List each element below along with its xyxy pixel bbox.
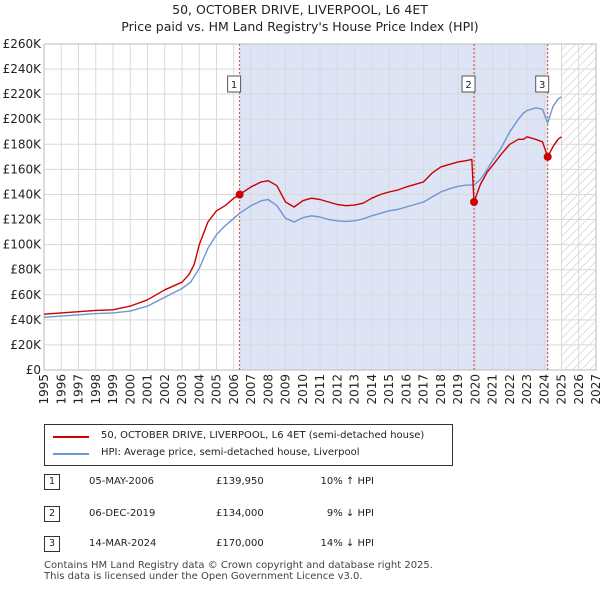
x-tick-label: 2001 [141,374,155,405]
chart-title: 50, OCTOBER DRIVE, LIVERPOOL, L6 4ET [172,2,428,17]
x-tick-label: 2014 [365,374,379,405]
ownership-shade [239,44,548,370]
x-tick-label: 2015 [382,374,396,405]
y-tick-label: £240K [3,62,43,76]
footer-line-copyright: Contains HM Land Registry data © Crown c… [44,560,433,571]
legend-label-hpi: HPI: Average price, semi-detached house,… [101,447,360,458]
y-tick-label: £220K [3,87,43,101]
x-tick-label: 2019 [451,374,465,405]
y-tick-label: £60K [10,288,42,302]
y-tick-label: £260K [3,37,43,51]
sale-number: 1 [44,474,60,490]
sale-point [235,190,244,199]
sale-marker-label: 3 [539,80,545,91]
chart-subtitle: Price paid vs. HM Land Registry's House … [121,19,479,34]
sale-marker-label: 1 [231,80,237,91]
x-tick-label: 2008 [261,374,275,405]
x-tick-label: 2012 [330,374,344,405]
sale-date: 14-MAR-2024 [89,538,157,549]
sale-row: 3 14-MAR-2024 £170,000 14% ↓ HPI [44,536,464,554]
y-tick-label: £0 [26,363,41,377]
sale-number: 3 [44,536,60,552]
sale-row: 2 06-DEC-2019 £134,000 9% ↓ HPI [44,506,464,524]
legend-label-property: 50, OCTOBER DRIVE, LIVERPOOL, L6 4ET (se… [101,430,425,441]
sale-date: 06-DEC-2019 [89,508,156,519]
sale-marker-box [461,75,476,93]
y-tick-label: £100K [3,238,43,252]
series-line-property [43,136,562,315]
y-tick-label: £140K [3,187,43,201]
sale-marker-box [227,75,242,93]
price-chart: £0 £20K £40K £60K £80K £100K £120K £140K £160K £1… [3,37,600,405]
x-tick-label: 2018 [434,374,448,405]
y-tick-label: £120K [3,213,43,227]
sale-point [470,197,479,206]
footer-line-licence: This data is licensed under the Open Gov… [44,570,363,582]
sale-price: £170,000 [216,538,264,549]
x-tick-label: 2005 [210,374,224,405]
x-tick-label: 2004 [192,374,206,405]
sale-number: 2 [44,506,60,522]
x-tick-label: 2027 [589,374,600,405]
sale-price: £139,950 [216,476,264,487]
x-tick-label: 1999 [106,374,120,405]
plot-frame [43,43,597,371]
y-tick-label: £20K [10,338,42,352]
legend: 50, OCTOBER DRIVE, LIVERPOOL, L6 4ET (se… [44,424,453,466]
x-tick-label: 2024 [537,374,551,405]
y-tick-label: £40K [10,313,42,327]
x-tick-label: 2022 [503,374,517,405]
sale-price: £134,000 [216,508,264,519]
x-tick-label: 1998 [89,374,103,405]
footer-attribution: Contains HM Land Registry data © Crown c… [44,560,433,582]
x-tick-label: 2002 [158,374,172,405]
sale-point [543,152,552,161]
y-tick-label: £180K [3,137,43,151]
x-tick-label: 2026 [572,374,586,405]
sale-row: 1 05-MAY-2006 £139,950 10% ↑ HPI [44,474,464,492]
x-tick-label: 2016 [399,374,413,405]
x-tick-label: 2010 [296,374,310,405]
x-tick-label: 2011 [313,374,327,405]
sale-hpi-change: 9% ↓ HPI [326,508,374,519]
y-tick-label: £200K [3,112,43,126]
y-tick-label: £80K [10,263,42,277]
x-tick-label: 2020 [468,374,482,405]
x-tick-label: 2025 [555,374,569,405]
sale-hpi-change: 10% ↑ HPI [320,476,374,487]
legend-swatch-hpi [53,453,89,455]
x-tick-label: 1997 [72,374,86,405]
series-line-hpi [43,96,562,318]
x-tick-label: 2003 [175,374,189,405]
x-tick-label: 2017 [417,374,431,405]
x-tick-label: 1995 [37,374,51,405]
x-tick-label: 2009 [279,374,293,405]
legend-swatch-property [53,436,89,438]
x-tick-label: 2013 [348,374,362,405]
sale-marker-box [535,75,550,93]
x-tick-label: 1996 [54,374,68,405]
sale-date: 05-MAY-2006 [89,476,155,487]
sale-marker-label: 2 [465,80,471,91]
x-tick-label: 2007 [244,374,258,405]
y-tick-label: £160K [3,162,43,176]
x-tick-label: 2023 [520,374,534,405]
x-tick-label: 2000 [123,374,137,405]
sale-hpi-change: 14% ↓ HPI [320,538,374,549]
x-tick-label: 2021 [486,374,500,405]
x-tick-label: 2006 [227,374,241,405]
